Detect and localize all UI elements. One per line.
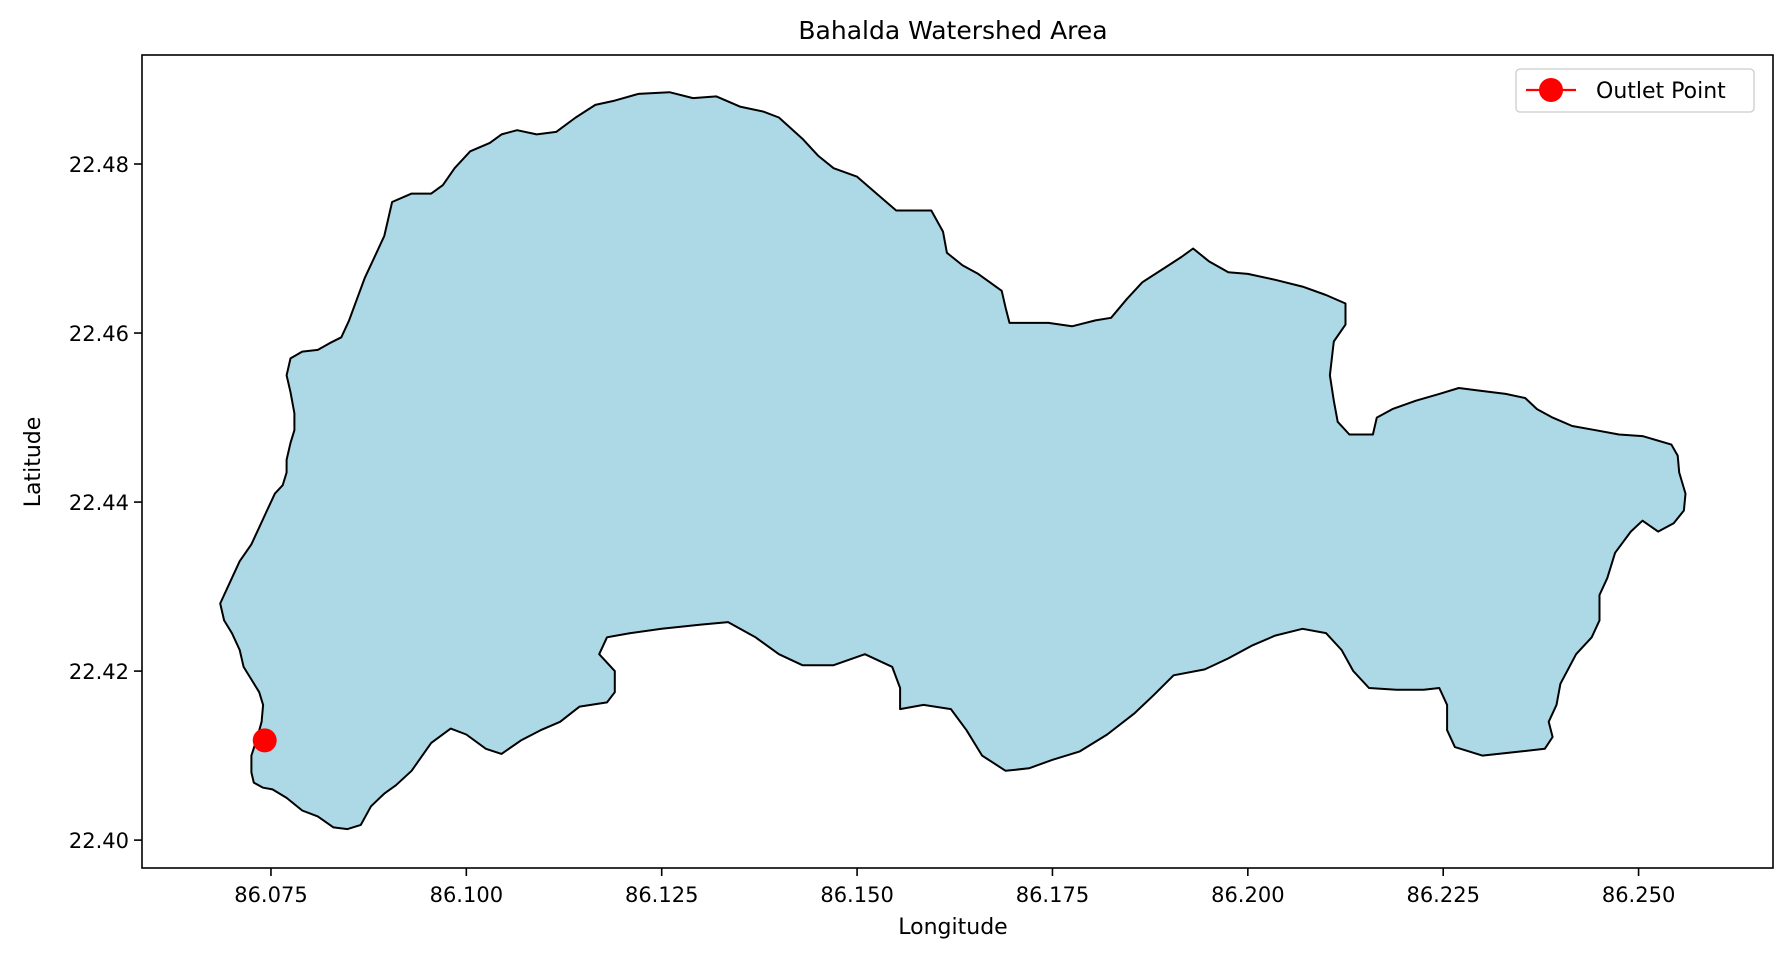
watershed-layer bbox=[219, 91, 1687, 831]
y-tick-label: 22.42 bbox=[69, 660, 129, 684]
y-tick-label: 22.46 bbox=[69, 322, 129, 346]
outlet-point-marker bbox=[252, 728, 277, 753]
y-tick-label: 22.44 bbox=[69, 491, 129, 515]
x-tick-label: 86.125 bbox=[625, 883, 698, 907]
x-tick-label: 86.075 bbox=[234, 883, 307, 907]
x-axis-ticks: 86.075 86.100 86.125 86.150 86.175 86.200 86.2… bbox=[234, 868, 1675, 907]
x-tick-label: 86.250 bbox=[1602, 883, 1675, 907]
axes-frame bbox=[141, 54, 1774, 869]
y-axis-ticks: 22.40 22.42 22.44 22.46 22.48 bbox=[69, 153, 142, 853]
legend: Outlet Point bbox=[1515, 68, 1755, 113]
plot-area bbox=[141, 54, 1774, 869]
y-axis-label: Latitude bbox=[21, 417, 46, 508]
watershed-polygon bbox=[219, 91, 1687, 831]
legend-label: Outlet Point bbox=[1596, 79, 1726, 104]
x-axis-label: Longitude bbox=[898, 915, 1007, 940]
x-tick-label: 86.200 bbox=[1211, 883, 1284, 907]
x-tick-label: 86.175 bbox=[1016, 883, 1089, 907]
chart-title: Bahalda Watershed Area bbox=[798, 16, 1107, 45]
outlet-layer bbox=[252, 728, 277, 753]
x-tick-label: 86.100 bbox=[430, 883, 503, 907]
x-tick-label: 86.150 bbox=[820, 883, 893, 907]
y-tick-label: 22.48 bbox=[69, 153, 129, 177]
x-tick-label: 86.225 bbox=[1406, 883, 1479, 907]
legend-marker-sample bbox=[1539, 78, 1563, 102]
legend-box bbox=[1515, 68, 1755, 113]
y-tick-label: 22.40 bbox=[69, 829, 129, 853]
